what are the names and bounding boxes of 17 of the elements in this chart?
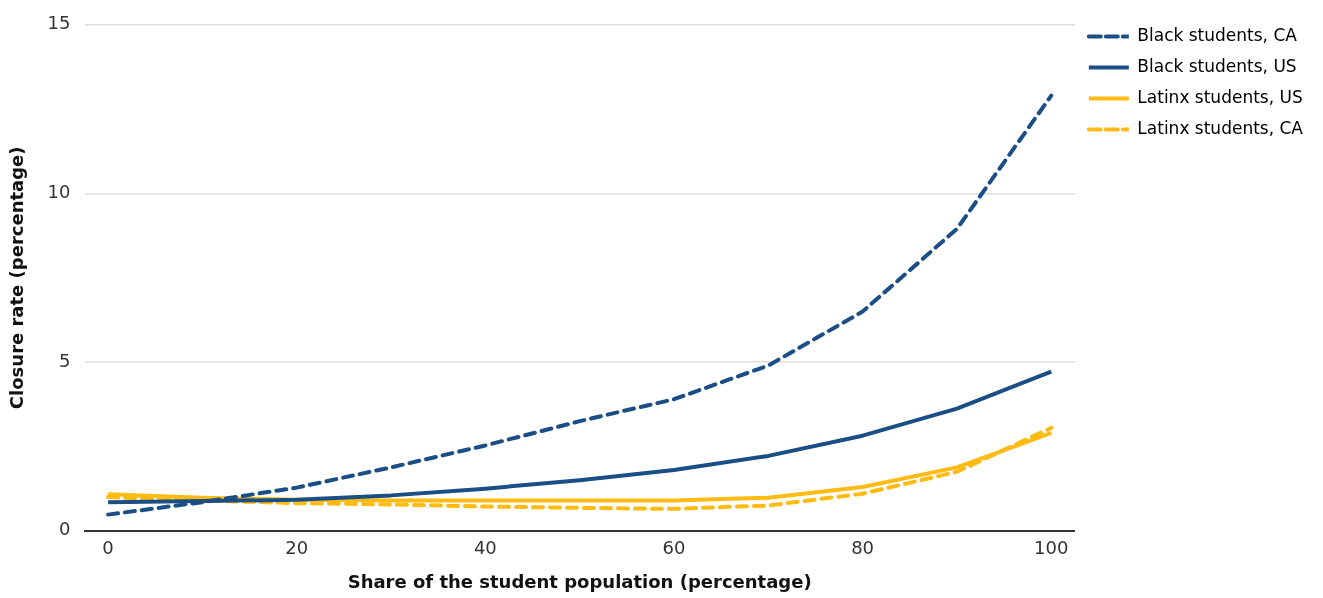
line-series [106,93,1054,517]
x-tick-label: 60 [662,537,686,559]
x-tick-label: 40 [473,537,497,559]
y-axis-title: Closure rate (percentage) [6,146,28,410]
legend-label: Latinx students, CA [1137,117,1304,138]
y-tick-label: 5 [59,349,71,371]
x-tick-label: 0 [102,537,114,559]
legend-label: Black students, US [1137,55,1297,76]
x-tick-label: 20 [285,537,309,559]
x-tick-label: 80 [851,537,875,559]
legend-label: Latinx students, US [1137,86,1303,107]
x-axis-title: Share of the student population (percentage) [347,570,812,592]
legend-label: Black students, CA [1137,24,1298,45]
y-tick-label: 0 [59,518,71,540]
y-tick-label: 15 [47,12,71,34]
y-tick-label: 10 [47,181,71,203]
x-tick-label: 100 [1034,537,1069,559]
